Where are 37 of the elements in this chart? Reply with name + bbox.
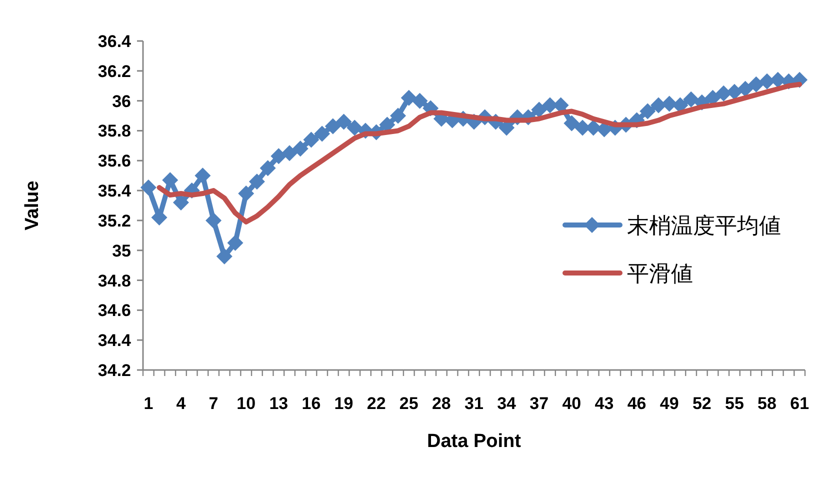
y-tick-label: 35 [112,241,131,260]
x-tick-label: 46 [627,394,646,413]
x-tick-label: 13 [269,394,288,413]
x-tick-label: 16 [302,394,321,413]
x-tick-label: 25 [399,394,418,413]
y-tick-label: 35.6 [98,152,131,171]
y-tick-label: 35.4 [98,182,132,201]
x-tick-label: 7 [208,394,218,413]
x-tick-label: 52 [692,394,712,413]
y-tick-label: 34.2 [98,361,131,380]
y-tick-label: 35.8 [98,122,131,141]
x-tick-label: 4 [176,394,186,413]
x-tick-label: 61 [790,394,810,413]
y-tick-label: 36 [112,92,131,111]
x-tick-label: 22 [366,394,386,413]
x-tick-label: 37 [530,394,549,413]
y-tick-label: 35.2 [98,211,131,230]
y-axis-title: Value [22,180,43,230]
x-tick-label: 19 [334,394,354,413]
x-tick-label: 1 [144,394,154,413]
x-tick-label: 34 [497,394,517,413]
y-tick-label: 36.4 [98,32,132,51]
x-tick-label: 58 [758,394,776,413]
x-tick-label: 43 [594,394,614,413]
x-tick-label: 28 [432,394,451,413]
legend-label: 平滑値 [627,261,693,286]
x-tick-label: 40 [562,394,582,413]
y-tick-label: 34.8 [98,271,131,290]
x-tick-label: 49 [660,394,679,413]
y-tick-label: 34.4 [98,331,132,350]
x-tick-label: 55 [725,394,744,413]
y-tick-label: 36.2 [98,62,131,81]
x-axis-title: Data Point [427,431,522,452]
y-tick-label: 34.6 [98,301,131,320]
x-tick-label: 10 [236,394,256,413]
x-tick-label: 31 [464,394,484,413]
legend-label: 末梢温度平均値 [627,213,781,238]
